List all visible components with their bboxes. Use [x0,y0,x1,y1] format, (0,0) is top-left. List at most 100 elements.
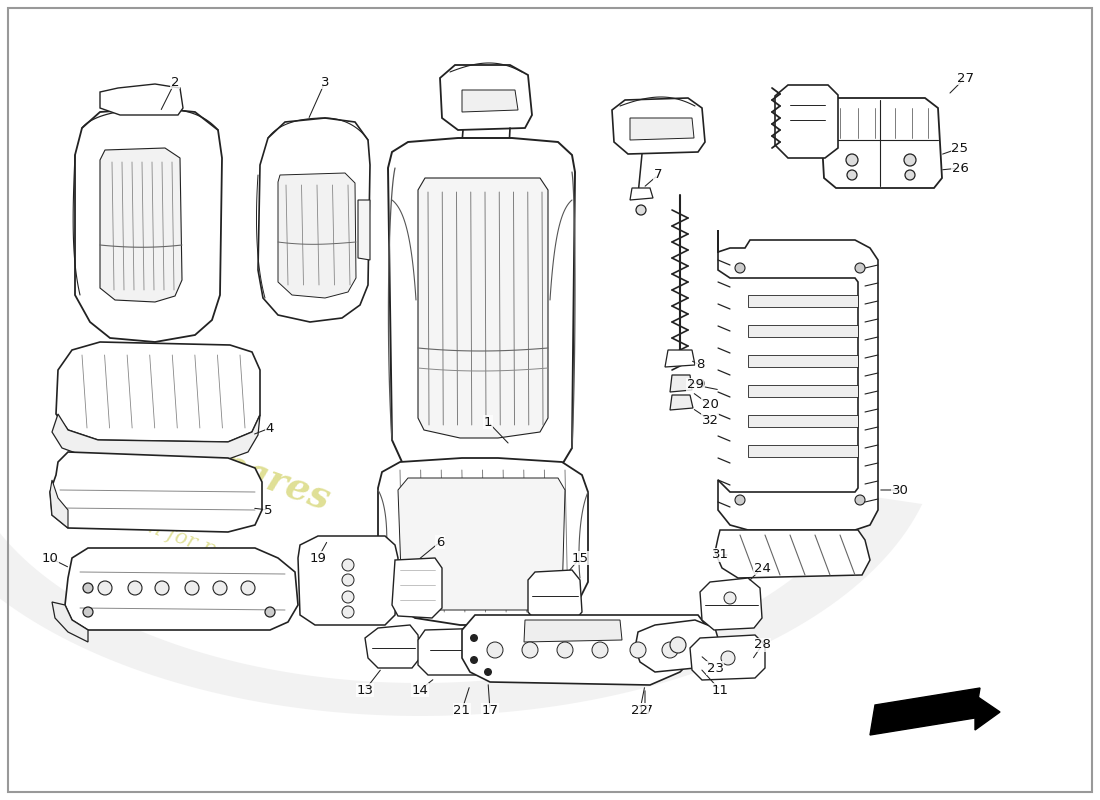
Polygon shape [365,625,420,668]
Circle shape [735,263,745,273]
Polygon shape [524,620,622,642]
Circle shape [904,154,916,166]
Text: 25: 25 [952,142,968,154]
Text: 7: 7 [653,169,662,182]
Circle shape [636,205,646,215]
Text: 10: 10 [42,551,58,565]
Circle shape [484,668,492,676]
Text: 1: 1 [484,415,493,429]
Text: 14: 14 [411,683,428,697]
Polygon shape [52,602,88,642]
Polygon shape [52,414,260,462]
Polygon shape [748,385,858,397]
Polygon shape [298,536,398,625]
Circle shape [98,581,112,595]
Circle shape [905,170,915,180]
Polygon shape [0,405,922,716]
Polygon shape [258,118,370,322]
Polygon shape [278,173,356,298]
Polygon shape [528,570,582,622]
Polygon shape [612,98,705,154]
Polygon shape [462,615,708,685]
Polygon shape [666,350,695,367]
Text: 17: 17 [637,703,653,717]
Circle shape [855,495,865,505]
Circle shape [342,606,354,618]
Circle shape [557,642,573,658]
Circle shape [487,642,503,658]
Polygon shape [75,108,222,342]
Circle shape [241,581,255,595]
Polygon shape [456,150,470,162]
Polygon shape [748,415,858,427]
Text: 30: 30 [892,483,909,497]
Polygon shape [718,230,878,530]
Polygon shape [670,375,692,392]
Polygon shape [56,342,260,442]
Text: 15: 15 [572,551,588,565]
Text: eurospares: eurospares [104,404,336,518]
Polygon shape [398,478,565,610]
Polygon shape [820,98,942,188]
Circle shape [847,170,857,180]
Circle shape [735,495,745,505]
Circle shape [724,592,736,604]
Circle shape [155,581,169,595]
Polygon shape [388,138,575,488]
Text: 17: 17 [482,703,498,717]
Text: 6: 6 [436,535,444,549]
Text: 31: 31 [712,549,728,562]
Polygon shape [630,188,653,200]
Circle shape [470,634,478,642]
Polygon shape [50,452,262,532]
Circle shape [470,656,478,664]
Text: 2: 2 [170,75,179,89]
Polygon shape [748,355,858,367]
Circle shape [82,583,94,593]
Polygon shape [748,445,858,457]
Text: 23: 23 [706,662,724,674]
Circle shape [592,642,608,658]
Polygon shape [870,688,980,735]
Polygon shape [378,458,588,625]
Polygon shape [440,65,532,130]
Text: 19: 19 [309,551,327,565]
Text: 32: 32 [702,414,718,426]
Polygon shape [418,178,548,438]
Circle shape [662,642,678,658]
Circle shape [522,642,538,658]
Polygon shape [418,628,498,675]
Circle shape [265,607,275,617]
Polygon shape [975,695,1000,730]
Polygon shape [630,118,694,140]
Circle shape [720,651,735,665]
Text: 21: 21 [453,703,471,717]
Text: 11: 11 [712,683,728,697]
Text: 24: 24 [754,562,770,574]
Text: 26: 26 [952,162,968,174]
Text: 27: 27 [957,71,974,85]
Polygon shape [50,480,68,528]
Polygon shape [462,90,518,112]
Circle shape [670,637,686,653]
Text: a passion for parts: a passion for parts [65,489,257,574]
Circle shape [846,154,858,166]
Polygon shape [670,395,693,410]
Text: 29: 29 [686,378,703,391]
Polygon shape [715,530,870,578]
Text: 3: 3 [321,75,329,89]
Text: 5: 5 [264,503,273,517]
Circle shape [128,581,142,595]
Circle shape [342,574,354,586]
Polygon shape [700,578,762,630]
Text: 8: 8 [696,358,704,371]
Polygon shape [392,558,442,618]
Polygon shape [690,635,764,680]
Polygon shape [776,85,838,158]
Text: 13: 13 [356,683,374,697]
Circle shape [213,581,227,595]
Circle shape [630,642,646,658]
Polygon shape [748,325,858,337]
Polygon shape [65,548,298,630]
Text: 4: 4 [266,422,274,434]
